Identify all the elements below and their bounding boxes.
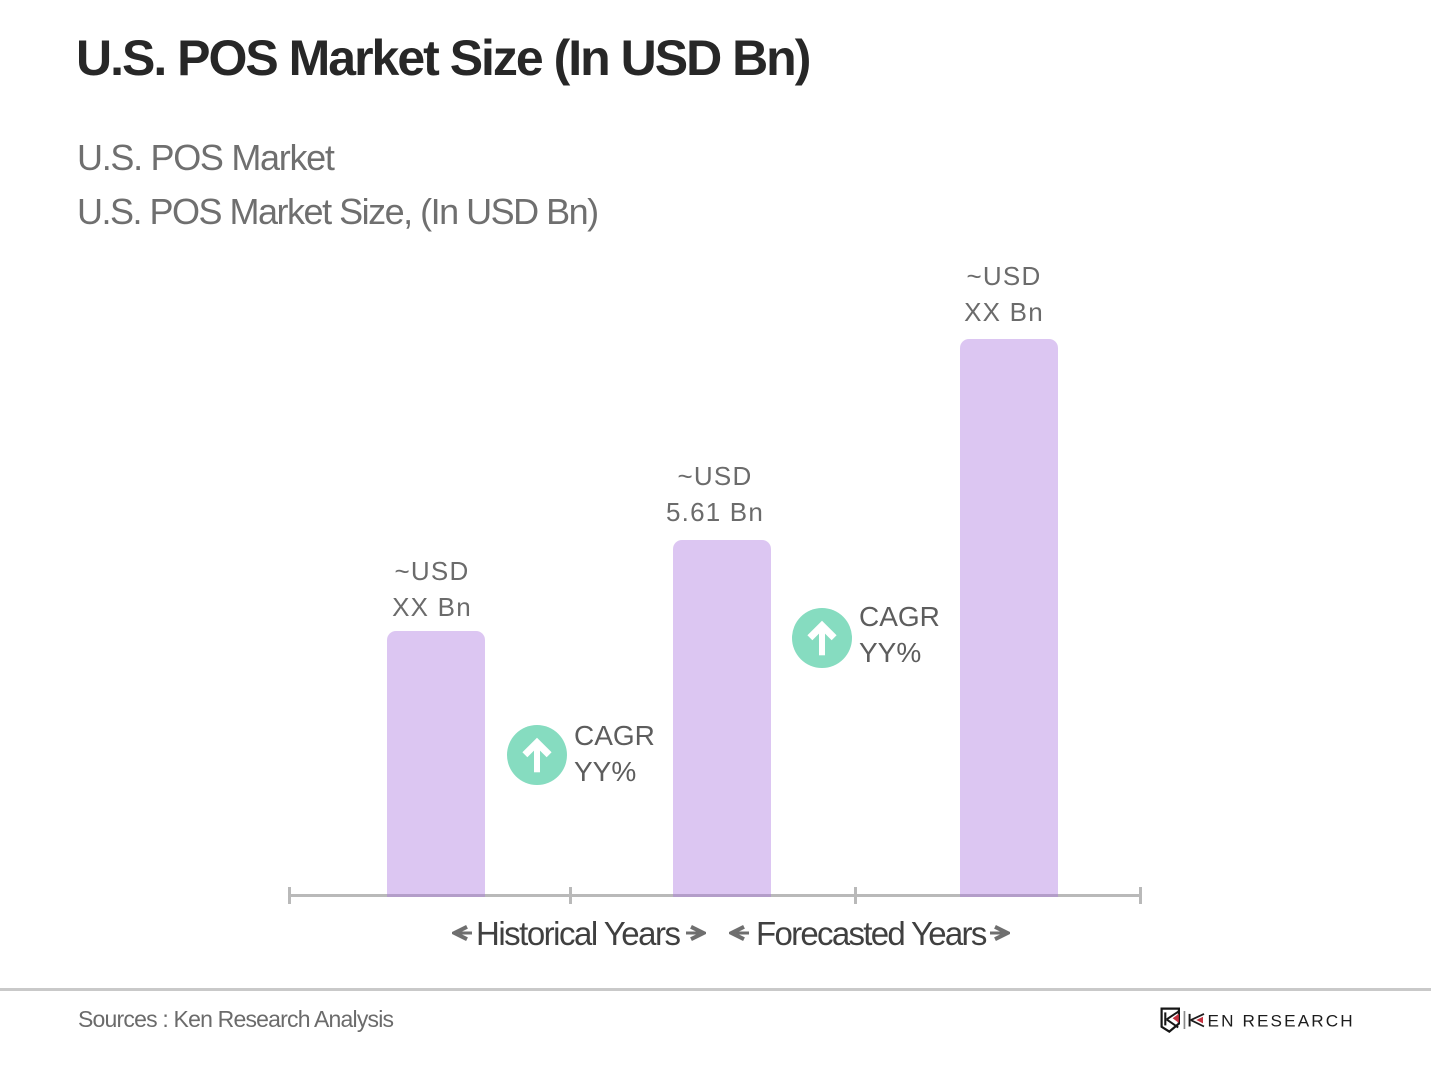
svg-text:EN RESEARCH: EN RESEARCH	[1208, 1012, 1355, 1031]
